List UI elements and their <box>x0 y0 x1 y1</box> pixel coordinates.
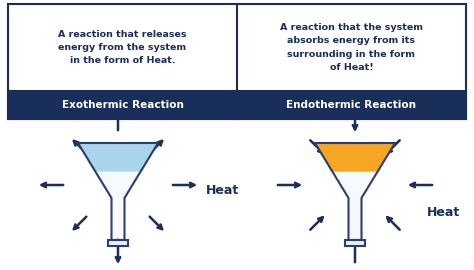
Polygon shape <box>345 240 365 246</box>
Polygon shape <box>108 240 128 246</box>
Polygon shape <box>94 172 142 240</box>
Text: Heat: Heat <box>206 184 239 197</box>
Text: A reaction that the system
absorbs energy from its
surrounding in the form
of He: A reaction that the system absorbs energ… <box>280 23 423 72</box>
FancyBboxPatch shape <box>8 91 237 119</box>
Text: A reaction that releases
energy from the system
in the form of Heat.: A reaction that releases energy from the… <box>58 30 187 65</box>
FancyBboxPatch shape <box>237 91 466 119</box>
Text: Exothermic Reaction: Exothermic Reaction <box>62 100 183 110</box>
Polygon shape <box>315 143 395 172</box>
FancyBboxPatch shape <box>8 4 466 119</box>
Text: Heat: Heat <box>427 207 460 220</box>
Text: Endothermic Reaction: Endothermic Reaction <box>286 100 417 110</box>
Polygon shape <box>331 172 379 240</box>
Polygon shape <box>78 143 158 172</box>
